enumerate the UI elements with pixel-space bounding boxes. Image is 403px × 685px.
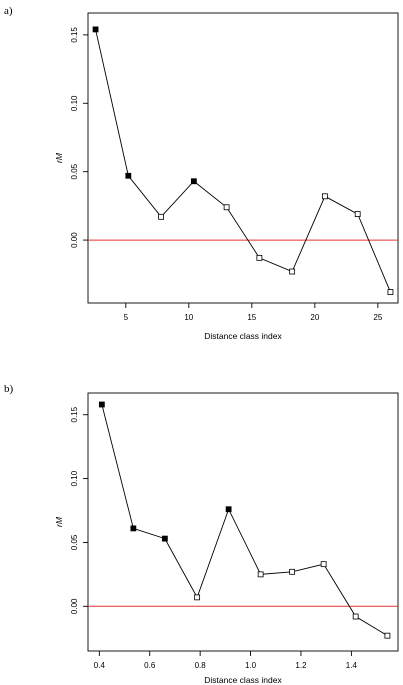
point-marker-filled (190, 178, 197, 185)
point-marker-open (387, 289, 394, 295)
x-tick-label: 1.4 (346, 661, 358, 670)
point-marker-filled (98, 401, 105, 408)
point-marker-open (320, 561, 327, 568)
y-tick-label: 0.00 (70, 598, 79, 614)
x-tick-label: 1.2 (295, 661, 307, 670)
y-tick-label: 0.10 (70, 470, 79, 486)
point-marker-open (354, 211, 361, 217)
x-axis-label: Distance class index (204, 331, 282, 341)
plot-frame (87, 392, 399, 652)
x-tick-label: 20 (310, 313, 319, 322)
point-marker-filled (125, 172, 132, 179)
x-tick-label: 0.4 (94, 661, 106, 670)
panel-label: b) (4, 383, 14, 395)
y-tick-label: 0.00 (70, 232, 79, 248)
y-tick-label: 0.05 (70, 163, 79, 179)
series-line (101, 404, 388, 637)
point-marker-open (257, 571, 264, 578)
point-marker-open (256, 254, 263, 261)
y-tick-label: 0.15 (70, 406, 79, 422)
x-tick-label: 0.8 (195, 661, 207, 670)
point-marker-open (158, 213, 164, 220)
y-axis-label: rM (54, 516, 64, 527)
point-marker-filled (130, 525, 137, 532)
point-marker-open (289, 268, 296, 275)
panel-label: a) (4, 5, 13, 17)
point-marker-open (289, 568, 296, 575)
x-tick-label: 0.6 (144, 661, 156, 670)
point-marker-filled (225, 506, 232, 513)
point-marker-open (384, 632, 391, 639)
point-marker-filled (161, 535, 168, 542)
plot-frame (87, 12, 399, 304)
y-tick-label: 0.15 (70, 27, 79, 43)
x-tick-label: 1.0 (245, 661, 257, 670)
x-tick-label: 15 (247, 313, 256, 322)
point-marker-open (322, 193, 328, 200)
chart-panel-a: a) 0.00 0.05 0.10 0.15 5 10 15 20 25 Distance clas… (4, 5, 399, 341)
x-axis-label: Distance class index (204, 675, 282, 685)
y-tick-label: 0.05 (70, 534, 79, 550)
point-marker-filled (92, 26, 99, 33)
x-tick-label: 5 (124, 313, 129, 322)
y-tick-label: 0.10 (70, 95, 79, 111)
point-marker-open (194, 594, 201, 601)
chart-panel-b: b) 0.00 0.05 0.10 0.15 0.4 0.6 0.8 1.0 1.2 1.4 Dist… (4, 383, 399, 685)
point-marker-open (352, 613, 359, 620)
x-tick-label: 25 (373, 313, 382, 322)
x-tick-label: 10 (184, 313, 193, 322)
y-axis-label: rM (54, 152, 64, 163)
point-marker-open (223, 204, 230, 211)
series-line (95, 29, 391, 293)
